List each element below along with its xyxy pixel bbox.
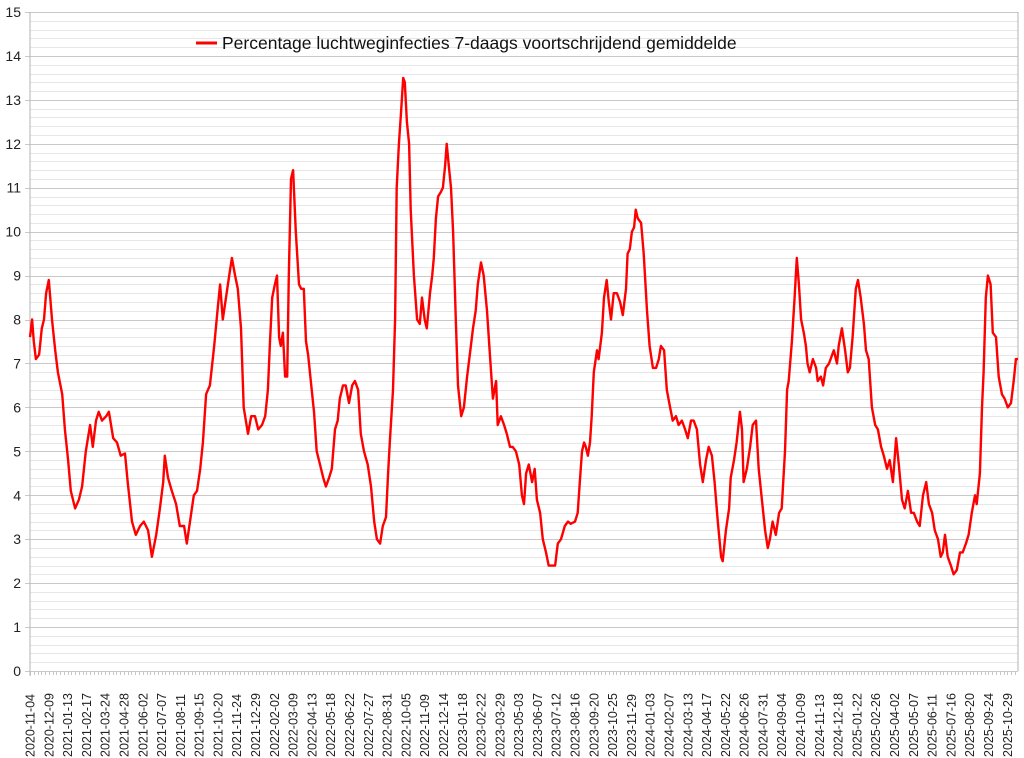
y-tick-label: 12 — [5, 136, 21, 152]
y-tick-label: 15 — [5, 4, 21, 20]
x-tick-label: 2024-07-31 — [756, 693, 770, 757]
x-tick-label: 2021-07-07 — [155, 693, 169, 757]
x-tick-label: 2025-08-20 — [963, 693, 977, 757]
x-tick-label: 2025-05-07 — [907, 693, 921, 757]
x-tick-label: 2022-02-02 — [268, 693, 282, 757]
x-tick-label: 2025-09-24 — [982, 693, 996, 757]
x-tick-label: 2022-08-31 — [381, 693, 395, 757]
x-tick-label: 2023-02-22 — [475, 693, 489, 757]
x-tick-label: 2024-03-13 — [681, 693, 695, 757]
y-tick-label: 0 — [13, 663, 21, 679]
x-tick-label: 2022-06-22 — [343, 693, 357, 757]
x-tick-label: 2021-09-15 — [193, 693, 207, 757]
x-tick-label: 2021-03-24 — [99, 693, 113, 757]
y-tick-label: 2 — [13, 575, 21, 591]
x-tick-label: 2023-11-29 — [625, 694, 639, 757]
y-tick-label: 5 — [13, 443, 21, 459]
x-tick-label: 2023-05-03 — [512, 693, 526, 757]
x-tick-label: 2023-01-18 — [456, 693, 470, 757]
y-tick-label: 11 — [6, 180, 21, 196]
x-tick-label: 2024-11-13 — [813, 694, 827, 757]
x-tick-label: 2023-10-25 — [606, 693, 620, 757]
y-tick-label: 13 — [5, 92, 21, 108]
legend-label: Percentage luchtweginfecties 7-daags voo… — [222, 33, 737, 53]
x-tick-label: 2025-06-11 — [926, 694, 940, 757]
y-tick-label: 6 — [13, 399, 21, 415]
y-tick-label: 4 — [13, 487, 21, 503]
x-tick-label: 2022-05-18 — [324, 693, 338, 757]
x-tick-label: 2021-02-17 — [80, 693, 94, 757]
grid — [25, 12, 1018, 672]
x-tick-label: 2022-07-27 — [362, 693, 376, 757]
x-tick-label: 2024-05-22 — [719, 693, 733, 757]
x-tick-label: 2024-10-09 — [794, 693, 808, 757]
x-tick-label: 2025-01-22 — [850, 693, 864, 757]
x-tick-label: 2025-04-02 — [888, 693, 902, 757]
x-tick-label: 2022-12-14 — [437, 693, 451, 757]
series-line — [28, 76, 1018, 576]
x-tick-label: 2024-12-18 — [832, 693, 846, 757]
x-tick-label: 2022-04-13 — [305, 693, 319, 757]
x-tick-label: 2025-10-29 — [1001, 693, 1015, 757]
x-axis-ticks: 2020-11-04 2020-12-09 2021-01-13 2021-02-17… — [24, 671, 1016, 757]
x-tick-label: 2023-03-29 — [493, 693, 507, 757]
x-tick-label: 2021-12-29 — [249, 693, 263, 757]
x-tick-label: 2024-06-26 — [738, 693, 752, 757]
x-tick-label: 2020-11-04 — [24, 694, 38, 757]
x-tick-label: 2024-02-07 — [662, 693, 676, 757]
x-tick-label: 2023-06-07 — [531, 693, 545, 757]
x-tick-label: 2021-04-28 — [117, 693, 131, 757]
x-tick-label: 2022-10-05 — [399, 693, 413, 757]
x-tick-label: 2022-03-09 — [287, 693, 301, 757]
y-tick-label: 10 — [5, 224, 21, 240]
x-tick-label: 2024-01-03 — [644, 693, 658, 757]
legend: Percentage luchtweginfecties 7-daags voo… — [196, 33, 737, 53]
x-tick-label: 2023-07-12 — [550, 693, 564, 757]
x-tick-label: 2021-01-13 — [61, 693, 75, 757]
x-tick-label: 2022-11-09 — [418, 694, 432, 757]
x-tick-label: 2021-10-20 — [211, 693, 225, 757]
x-tick-label: 2025-07-16 — [944, 693, 958, 757]
y-tick-label: 14 — [5, 48, 21, 64]
y-tick-label: 7 — [13, 355, 21, 371]
x-tick-label: 2021-08-11 — [174, 694, 188, 757]
y-tick-label: 8 — [13, 312, 21, 328]
x-tick-label: 2021-06-02 — [136, 693, 150, 757]
y-tick-label: 1 — [13, 619, 21, 635]
y-tick-label: 3 — [13, 531, 21, 547]
x-tick-label: 2021-11-24 — [230, 694, 244, 757]
x-tick-label: 2023-09-20 — [587, 693, 601, 757]
x-tick-label: 2024-09-04 — [775, 693, 789, 757]
x-tick-label: 2024-04-17 — [700, 693, 714, 757]
x-tick-label: 2025-02-26 — [869, 693, 883, 757]
x-tick-label: 2023-08-16 — [569, 693, 583, 757]
y-tick-label: 9 — [13, 268, 21, 284]
x-tick-label: 2020-12-09 — [42, 693, 56, 757]
